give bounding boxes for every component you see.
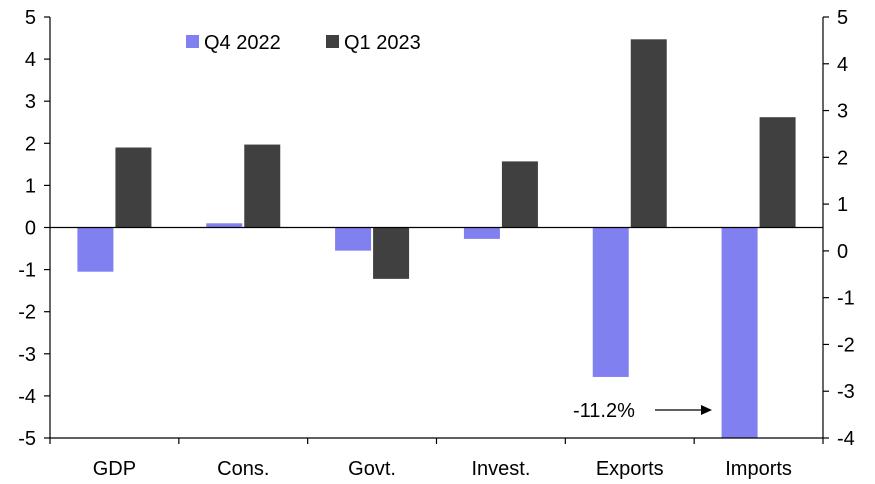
right-tick-label: 2 [837,147,848,169]
left-tick-label: 4 [25,49,36,71]
left-tick-label: -4 [18,386,36,408]
left-tick-label: 1 [25,175,36,197]
legend-swatch-q1-2023 [326,35,339,48]
bars-group [77,39,796,438]
right-tick-label: -3 [837,381,855,403]
x-ticks [49,438,824,444]
bar-exports-q4-2022 [592,227,629,377]
bar-cons-q4-2022 [206,223,243,228]
right-tick-label: 4 [837,54,848,76]
right-tick-label: 5 [837,7,848,29]
left-tick-label: -2 [18,302,36,324]
category-label-exports: Exports [596,458,664,480]
right-tick-label: 0 [837,241,848,263]
left-tick-label: -1 [18,260,36,282]
bar-gdp-q4-2022 [77,227,114,272]
bar-gdp-q1-2023 [115,147,152,228]
bar-invest-q1-2023 [501,161,538,228]
category-label-invest: Invest. [471,458,530,480]
right-tick-label: -2 [837,334,855,356]
bar-exports-q1-2023 [630,39,667,228]
left-tick-label: 5 [25,7,36,29]
bar-invest-q4-2022 [463,227,500,239]
left-y-ticks: 5 4 3 2 1 0 -1 -2 -3 -4 -5 [18,7,50,450]
annotation-label: -11.2% [573,400,635,422]
right-tick-label: -4 [837,428,855,450]
bar-govt-q4-2022 [335,227,372,251]
left-tick-label: 3 [25,91,36,113]
category-label-govt: Govt. [348,458,396,480]
left-tick-label: -5 [18,428,36,450]
legend: Q4 2022 Q1 2023 [186,32,421,54]
bar-imports-q4-2022 [721,227,758,438]
right-tick-label: 3 [837,101,848,123]
category-label-imports: Imports [725,458,792,480]
annotation: -11.2% [573,400,712,422]
bar-cons-q1-2023 [244,144,281,228]
right-y-ticks: 5 4 3 2 1 0 -1 -2 -3 -4 [823,7,855,450]
right-tick-label: -1 [837,288,855,310]
left-tick-label: 2 [25,133,36,155]
bar-govt-q1-2023 [373,227,410,279]
annotation-arrow-head [701,405,712,415]
left-tick-label: -3 [18,344,36,366]
legend-label-q1-2023: Q1 2023 [344,32,421,54]
category-labels: GDP Cons. Govt. Invest. Exports Imports [93,458,792,480]
bar-imports-q1-2023 [759,117,796,228]
left-tick-label: 0 [25,218,36,240]
category-label-gdp: GDP [93,458,136,480]
category-label-cons: Cons. [217,458,269,480]
right-tick-label: 1 [837,194,848,216]
legend-label-q4-2022: Q4 2022 [204,32,281,54]
legend-swatch-q4-2022 [186,35,199,48]
